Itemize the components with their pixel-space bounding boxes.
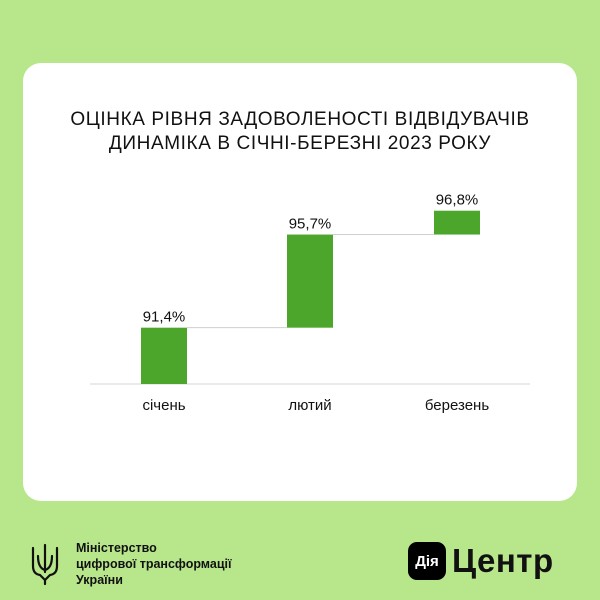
center-wordmark: Центр	[452, 542, 554, 579]
category-label-2: лютий	[288, 397, 331, 414]
bar-2	[287, 234, 333, 328]
ministry-line-1: Міністерство	[76, 541, 157, 555]
ministry-block: Міністерство цифрової трансформації Укра…	[30, 540, 232, 588]
trident-icon	[31, 543, 59, 586]
chart-title-line-1: ОЦІНКА РІВНЯ ЗАДОВОЛЕНОСТІ ВІДВІДУВАЧІВ	[70, 109, 530, 130]
chart-title-line-2: ДИНАМІКА В СІЧНІ-БЕРЕЗНІ 2023 РОКУ	[108, 133, 492, 154]
ministry-line-3: України	[76, 573, 123, 587]
data-label-1: 91,4%	[143, 309, 186, 326]
category-label-1: січень	[142, 397, 185, 414]
category-label-3: березень	[425, 397, 489, 414]
bar-1	[141, 327, 187, 384]
chart-card: ОЦІНКА РІВНЯ ЗАДОВОЛЕНОСТІ ВІДВІДУВАЧІВ …	[23, 63, 577, 501]
data-label-2: 95,7%	[289, 216, 332, 233]
data-label-3: 96,8%	[436, 192, 479, 209]
dia-badge: Дія	[408, 542, 446, 580]
dia-center-logo: Дія Центр	[408, 542, 554, 580]
waterfall-chart: 91,4% січень 95,7% лютий 96,8% березень	[90, 192, 530, 414]
bar-3	[434, 210, 480, 235]
ministry-line-2: цифрової трансформації	[76, 557, 232, 571]
ministry-name: Міністерство цифрової трансформації Укра…	[76, 540, 232, 588]
chart-title: ОЦІНКА РІВНЯ ЗАДОВОЛЕНОСТІ ВІДВІДУВАЧІВ …	[23, 108, 577, 156]
